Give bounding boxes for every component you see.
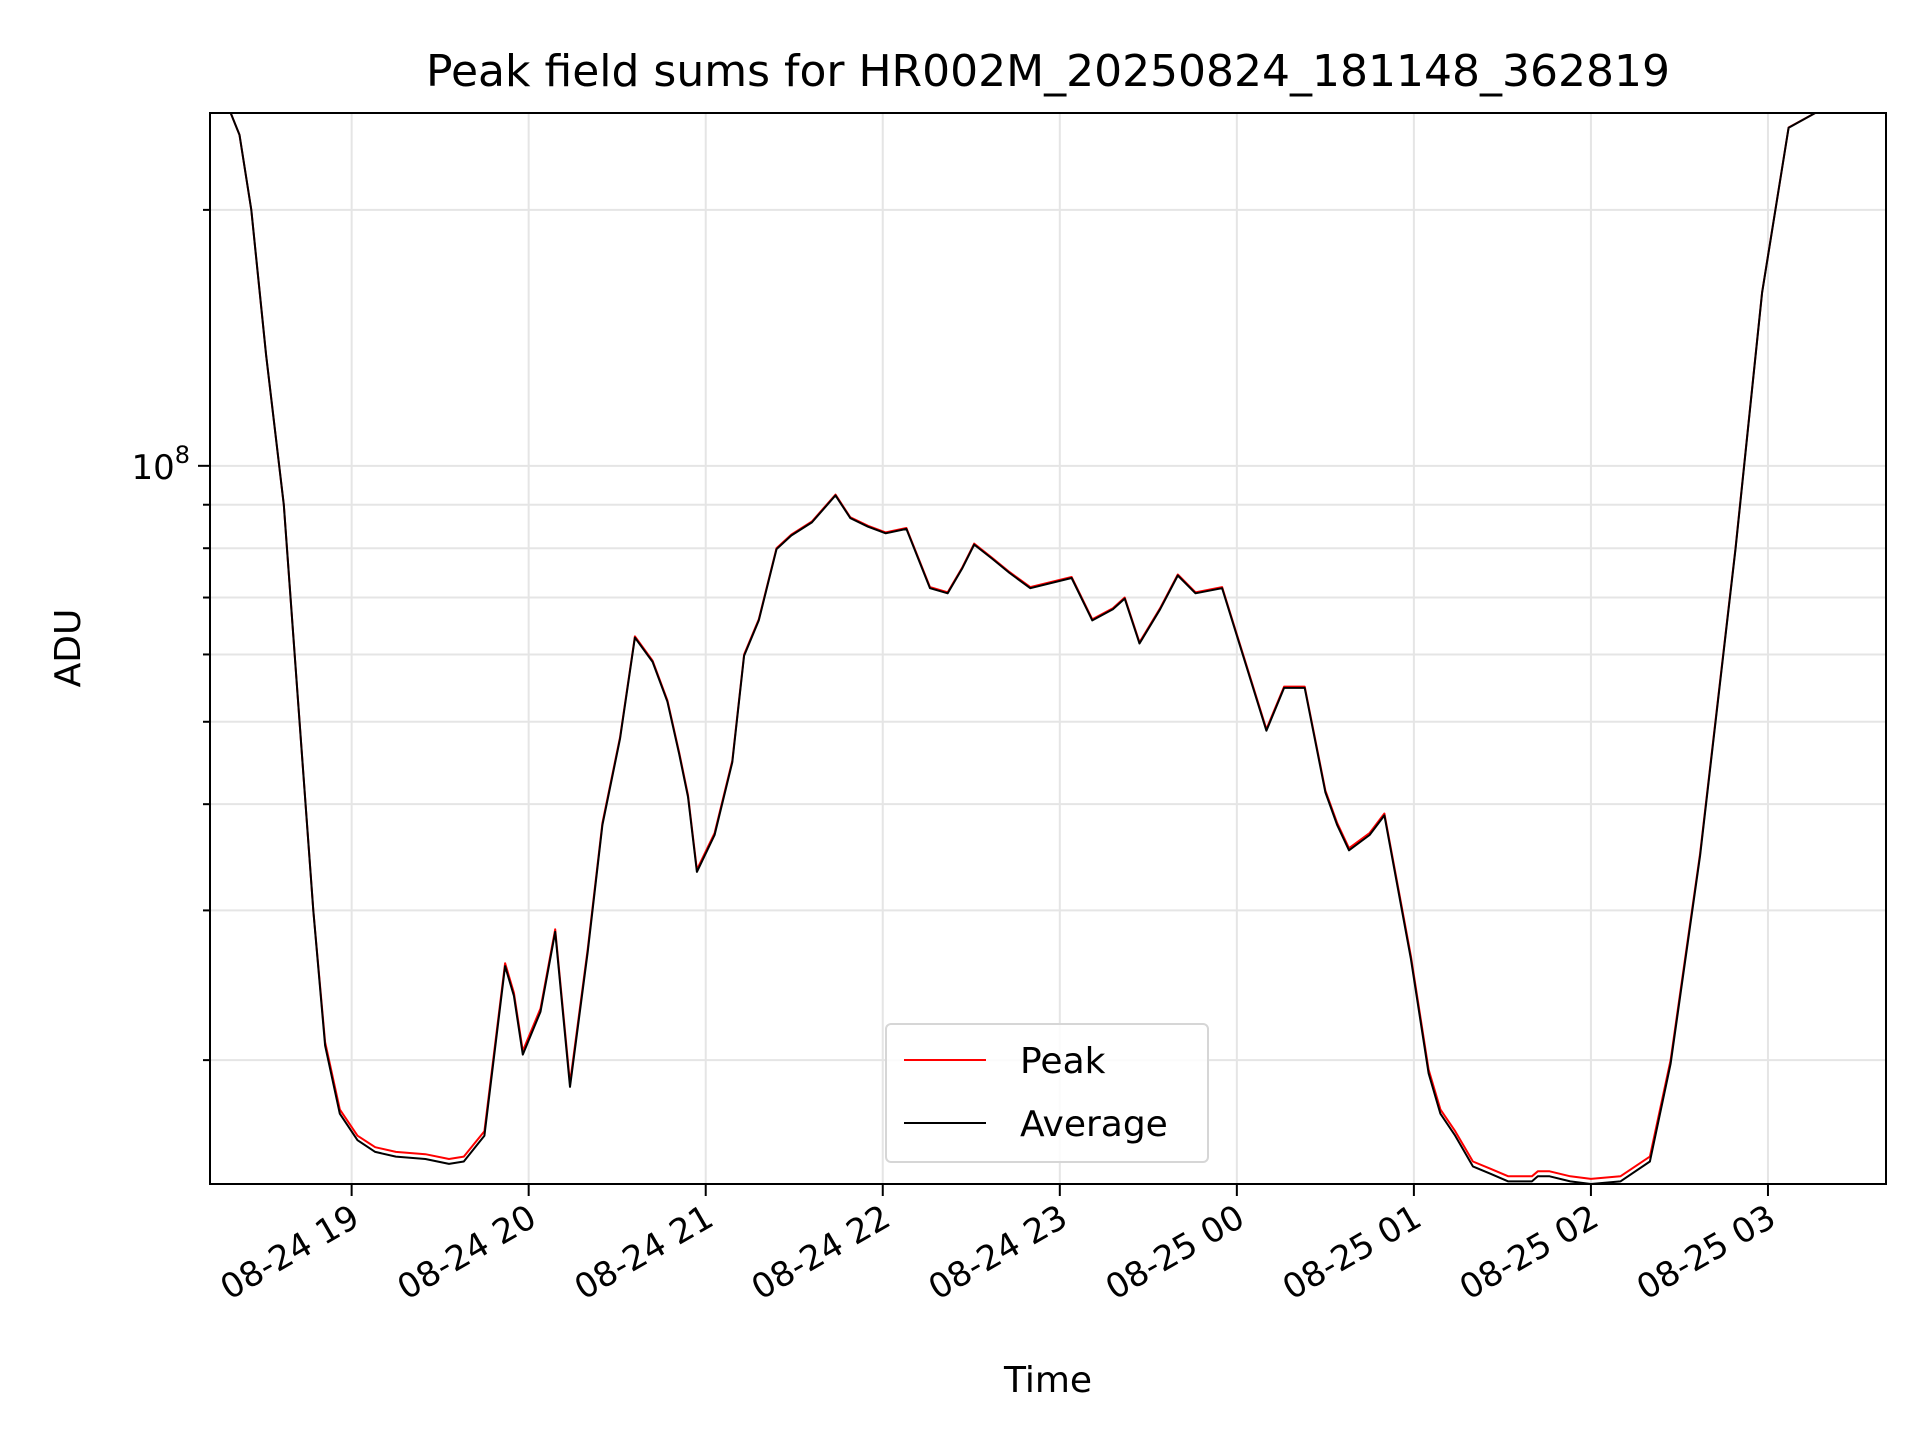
y-tick-label-exponent: 8: [175, 441, 190, 469]
y-axis-label: ADU: [48, 609, 89, 688]
y-tick-label-base: 10: [131, 448, 174, 488]
series-layer: [210, 113, 1886, 1184]
grid-layer: [210, 113, 1886, 1184]
legend-box: [885, 1023, 1209, 1163]
x-axis-label: Time: [1003, 1360, 1092, 1401]
legend-label-average: Average: [1020, 1104, 1168, 1145]
legend: Peak Average: [885, 1023, 1209, 1163]
y-tick-label: 108: [131, 441, 190, 488]
legend-label-peak: Peak: [1020, 1041, 1106, 1082]
plot-frame: [209, 112, 1887, 1185]
series-line-average: [210, 113, 1886, 1184]
chart-title: Peak field sums for HR002M_20250824_1811…: [426, 46, 1670, 97]
